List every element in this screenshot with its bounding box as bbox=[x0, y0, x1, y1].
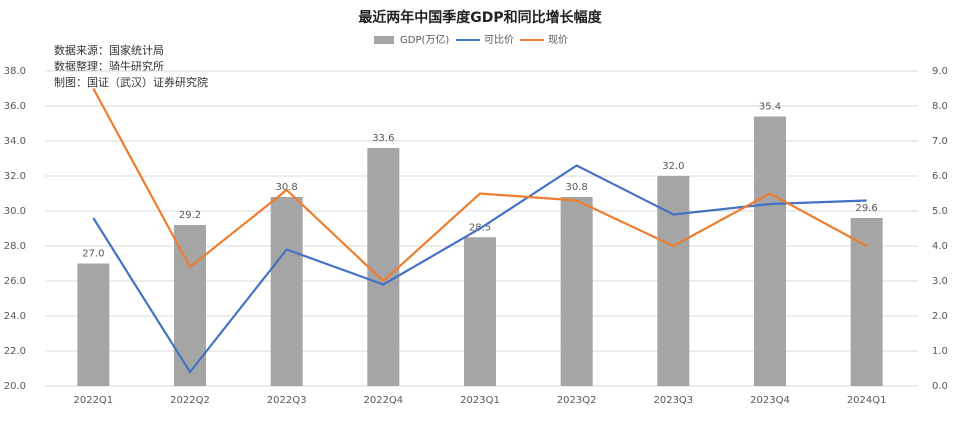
x-tick-label: 2023Q3 bbox=[653, 395, 693, 406]
y2-tick-label: 6.0 bbox=[932, 171, 948, 182]
bar bbox=[754, 116, 786, 386]
data-label: 29.2 bbox=[179, 210, 201, 221]
x-tick-label: 2022Q1 bbox=[73, 395, 113, 406]
data-label: 32.0 bbox=[662, 161, 684, 172]
y-tick-label: 34.0 bbox=[4, 136, 26, 147]
x-tick-label: 2022Q3 bbox=[267, 395, 307, 406]
y2-tick-label: 8.0 bbox=[932, 101, 948, 112]
x-tick-label: 2022Q4 bbox=[363, 395, 403, 406]
data-label: 33.6 bbox=[372, 133, 394, 144]
line bbox=[92, 164, 867, 374]
y-tick-label: 28.0 bbox=[4, 241, 26, 252]
y2-tick-label: 7.0 bbox=[932, 136, 948, 147]
bar bbox=[464, 237, 496, 386]
y-tick-label: 32.0 bbox=[4, 171, 26, 182]
bar bbox=[367, 148, 400, 386]
data-label: 30.8 bbox=[566, 182, 588, 193]
y-tick-label: 26.0 bbox=[4, 276, 26, 287]
line bbox=[92, 87, 868, 283]
y2-tick-label: 2.0 bbox=[932, 311, 948, 322]
data-label: 29.6 bbox=[856, 203, 878, 214]
legend-label: 可比价 bbox=[484, 34, 514, 46]
y-tick-label: 30.0 bbox=[4, 206, 26, 217]
y-tick-label: 20.0 bbox=[4, 381, 26, 392]
legend-swatch bbox=[374, 36, 394, 44]
annotation: 数据来源：国家统计局 bbox=[54, 43, 164, 57]
chart-title: 最近两年中国季度GDP和同比增长幅度 bbox=[358, 9, 602, 26]
y2-tick-label: 3.0 bbox=[932, 276, 948, 287]
y2-tick-label: 9.0 bbox=[932, 66, 948, 77]
data-label: 30.8 bbox=[276, 182, 298, 193]
x-tick-label: 2024Q1 bbox=[847, 395, 887, 406]
y2-tick-label: 0.0 bbox=[932, 381, 948, 392]
bar bbox=[77, 263, 110, 386]
bar bbox=[850, 218, 883, 386]
y-tick-label: 36.0 bbox=[4, 101, 26, 112]
y-tick-label: 24.0 bbox=[4, 311, 26, 322]
x-tick-label: 2022Q2 bbox=[170, 395, 210, 406]
y2-tick-label: 1.0 bbox=[932, 346, 948, 357]
bar bbox=[657, 176, 690, 386]
y2-tick-label: 4.0 bbox=[932, 241, 948, 252]
bar bbox=[174, 225, 206, 386]
x-tick-label: 2023Q1 bbox=[460, 395, 500, 406]
bar bbox=[560, 197, 593, 386]
y2-tick-label: 5.0 bbox=[932, 206, 948, 217]
y-tick-label: 22.0 bbox=[4, 346, 26, 357]
legend-label: GDP(万亿) bbox=[400, 33, 449, 46]
x-tick-label: 2023Q4 bbox=[750, 395, 790, 406]
y-tick-label: 38.0 bbox=[4, 66, 26, 77]
legend-label: 现价 bbox=[548, 34, 568, 46]
x-tick-label: 2023Q2 bbox=[557, 395, 597, 406]
data-label: 35.4 bbox=[759, 102, 781, 113]
annotation: 制图：国证（武汉）证券研究院 bbox=[54, 75, 208, 89]
annotation: 数据整理：骑牛研究所 bbox=[54, 59, 164, 73]
bar bbox=[270, 197, 303, 386]
data-label: 27.0 bbox=[82, 249, 104, 260]
